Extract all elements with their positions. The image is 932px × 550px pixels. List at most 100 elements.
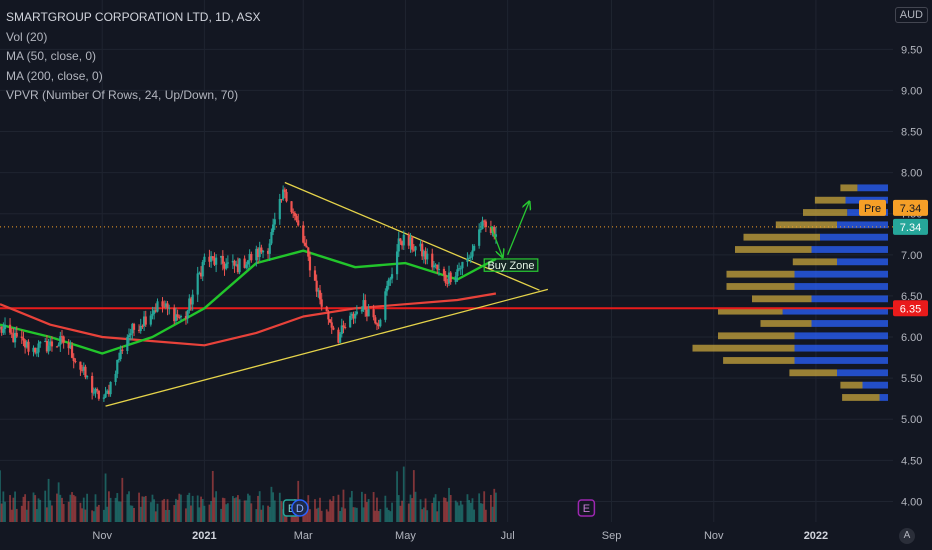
candle-body: [129, 333, 132, 336]
currency-badge[interactable]: AUD: [894, 7, 928, 23]
volume-bar: [188, 492, 191, 522]
candle-body: [221, 255, 224, 264]
candle-body: [220, 255, 223, 258]
candle-body: [340, 325, 343, 335]
support-price-tag: 6.35: [900, 303, 921, 315]
candle-body: [104, 393, 107, 398]
y-tick-label: 8.50: [901, 127, 922, 139]
vpvr-indicator-label[interactable]: VPVR (Number Of Rows, 24, Up/Down, 70): [6, 88, 239, 102]
candle-body: [141, 325, 144, 327]
vp-down-bar: [726, 270, 795, 278]
candle-body: [116, 359, 119, 374]
volume-indicator-label[interactable]: Vol (20): [6, 29, 48, 44]
candle-body: [176, 314, 179, 317]
volume-bar: [102, 509, 105, 522]
ma200-indicator-label[interactable]: MA (200, close, 0): [6, 68, 103, 83]
vp-up-bar: [837, 221, 888, 229]
candle-body: [372, 309, 375, 318]
volume-bar: [149, 502, 152, 522]
volume-bar: [478, 493, 481, 522]
candle-body: [454, 276, 457, 283]
vp-down-bar: [792, 258, 837, 266]
volume-bar: [176, 499, 179, 522]
candle-body: [86, 375, 89, 378]
volume-bar: [51, 505, 53, 522]
volume-bar: [262, 505, 264, 522]
volume-bar: [128, 491, 130, 522]
candle-body: [60, 336, 64, 338]
x-tick-label: Sep: [602, 530, 622, 542]
candle-body: [94, 389, 97, 393]
volume-bar: [481, 503, 484, 522]
vp-down-bar: [723, 357, 795, 364]
candle-body: [174, 314, 178, 322]
y-tick-label: 5.50: [901, 373, 922, 385]
candle-body: [385, 285, 389, 292]
volume-bar: [431, 502, 434, 522]
candle-body: [339, 334, 342, 343]
volume-bar: [9, 495, 11, 522]
candle-body: [186, 310, 189, 319]
volume-bar: [39, 499, 42, 522]
auto-scale-button[interactable]: A: [899, 528, 915, 544]
volume-bar: [196, 495, 199, 522]
green-arrow-1: [490, 225, 503, 257]
volume-bar: [37, 498, 40, 522]
volume-bar: [272, 492, 274, 522]
vp-up-bar: [837, 258, 888, 266]
vp-up-bar: [857, 184, 888, 192]
vp-down-bar: [743, 233, 820, 241]
candle-body: [208, 256, 211, 262]
candle-body: [307, 247, 310, 257]
candle-body: [91, 375, 94, 393]
buy-zone-label: Buy Zone: [487, 260, 534, 272]
volume-bar: [243, 500, 246, 522]
candle-body: [446, 282, 449, 284]
vp-down-bar: [692, 344, 795, 352]
volume-bar: [267, 505, 269, 522]
candle-body: [62, 336, 65, 343]
candle-body: [189, 298, 193, 305]
last-price-tag-bg: [893, 218, 928, 235]
volume-bar: [131, 505, 134, 522]
volume-bar: [330, 501, 333, 522]
candle-body: [258, 247, 261, 258]
volume-bar: [46, 507, 48, 522]
candle-body: [44, 340, 47, 342]
volume-bar: [92, 511, 95, 522]
volume-bar: [412, 470, 415, 522]
candle-body: [114, 373, 117, 382]
volume-bar: [153, 499, 156, 522]
candle-body: [49, 341, 52, 346]
x-tick-label: Mar: [294, 530, 313, 542]
volume-bar: [436, 511, 439, 522]
vp-up-bar: [794, 344, 888, 352]
volume-bar: [173, 505, 176, 522]
symbol-title[interactable]: SMARTGROUP CORPORATION LTD, 1D, ASX: [6, 10, 261, 24]
volume-bar: [379, 509, 382, 522]
candle-body: [0, 326, 3, 333]
candle-body: [479, 228, 482, 230]
candle-body: [121, 349, 124, 351]
candle-body: [127, 335, 131, 338]
candle-body: [211, 256, 214, 259]
volume-bar: [225, 504, 228, 522]
volume-bar: [315, 508, 318, 522]
volume-bar: [354, 507, 357, 522]
candle-body: [390, 274, 394, 279]
volume-bar: [461, 504, 464, 522]
earnings-marker: [577, 499, 596, 517]
candle-body: [248, 254, 251, 261]
volume-bar: [200, 496, 202, 522]
candle-body: [24, 340, 27, 348]
volume-bar: [309, 509, 311, 522]
candle-body: [139, 325, 142, 331]
volume-bar: [247, 493, 249, 522]
candle-body: [261, 250, 265, 253]
volume-bar: [221, 497, 224, 522]
candle-body: [434, 264, 437, 266]
volume-bar: [466, 494, 469, 522]
ma50-indicator-label[interactable]: MA (50, close, 0): [6, 49, 97, 63]
vp-down-bar: [726, 283, 795, 290]
